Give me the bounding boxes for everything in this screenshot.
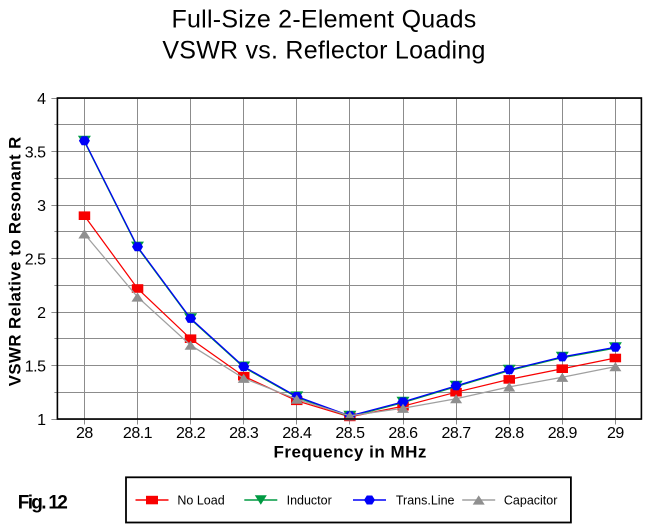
- svg-text:1: 1: [37, 412, 46, 429]
- svg-text:28.9: 28.9: [548, 425, 578, 442]
- svg-text:28.3: 28.3: [229, 425, 259, 442]
- svg-text:Inductor: Inductor: [287, 494, 332, 508]
- svg-text:4: 4: [37, 91, 46, 108]
- svg-text:28.2: 28.2: [176, 425, 206, 442]
- svg-text:2.5: 2.5: [25, 251, 46, 268]
- svg-text:28.4: 28.4: [282, 425, 312, 442]
- svg-text:Fig. 12: Fig. 12: [18, 493, 68, 514]
- svg-text:3: 3: [37, 198, 46, 215]
- svg-text:28.1: 28.1: [123, 425, 153, 442]
- svg-text:2: 2: [37, 305, 46, 322]
- svg-text:Trans.Line: Trans.Line: [396, 494, 455, 508]
- svg-text:28: 28: [76, 425, 93, 442]
- svg-text:3.5: 3.5: [25, 144, 46, 161]
- svg-text:Capacitor: Capacitor: [504, 494, 558, 508]
- svg-text:Full-Size 2-Element Quads: Full-Size 2-Element Quads: [172, 5, 477, 33]
- svg-text:28.6: 28.6: [388, 425, 418, 442]
- svg-text:28.5: 28.5: [335, 425, 365, 442]
- svg-text:28.8: 28.8: [495, 425, 525, 442]
- svg-text:29: 29: [607, 425, 624, 442]
- svg-text:Frequency in MHz: Frequency in MHz: [273, 442, 426, 461]
- svg-text:1.5: 1.5: [25, 358, 46, 375]
- svg-text:No Load: No Load: [177, 494, 224, 508]
- svg-text:28.7: 28.7: [442, 425, 472, 442]
- svg-text:VSWR Relative to Resonant R: VSWR Relative to Resonant R: [5, 137, 24, 387]
- svg-text:VSWR vs. Reflector Loading: VSWR vs. Reflector Loading: [162, 37, 485, 65]
